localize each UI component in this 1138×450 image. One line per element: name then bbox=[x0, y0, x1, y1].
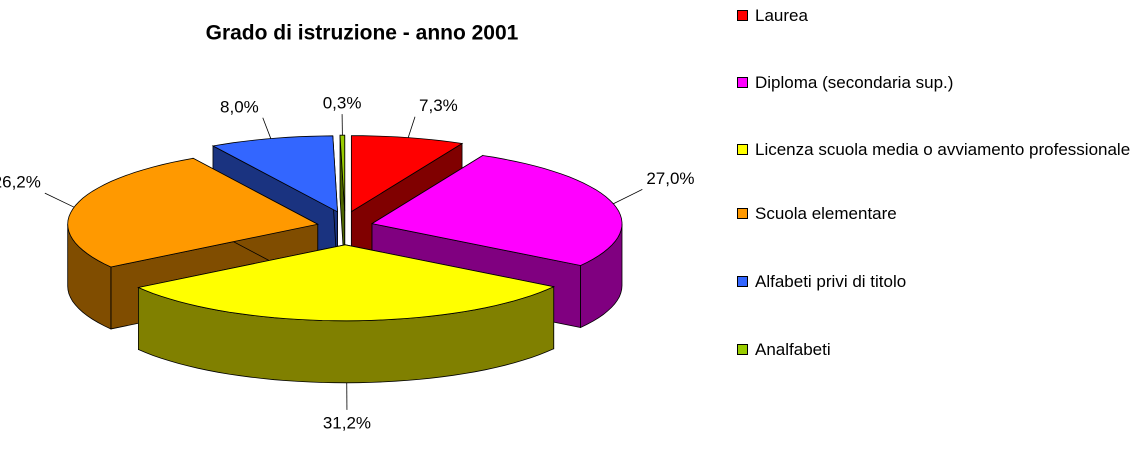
data-label: 26,2% bbox=[0, 173, 41, 192]
legend-label: Scuola elementare bbox=[755, 204, 897, 223]
slice-top bbox=[67, 157, 319, 268]
legend-label: Analfabeti bbox=[755, 340, 831, 359]
data-label: 27,0% bbox=[646, 169, 694, 188]
legend-item: Analfabeti bbox=[735, 336, 1135, 363]
legend-label: Diploma (secondaria sup.) bbox=[755, 73, 954, 92]
data-label: 31,2% bbox=[323, 413, 371, 432]
leader-line bbox=[407, 116, 416, 138]
legend-label: Laurea bbox=[755, 6, 808, 25]
legend-swatch bbox=[737, 10, 748, 21]
legend-swatch bbox=[737, 77, 748, 88]
leader-line bbox=[44, 192, 75, 208]
data-label: 0,3% bbox=[323, 94, 362, 113]
slice bbox=[137, 244, 556, 384]
pie-area: Grado di istruzione - anno 2001 7,3% 27,0… bbox=[0, 22, 695, 433]
legend-item: Diploma (secondaria sup.) bbox=[735, 69, 1135, 96]
legend-item: Laurea bbox=[735, 2, 1135, 29]
leader-line bbox=[262, 117, 272, 139]
legend-swatch bbox=[737, 208, 748, 219]
legend-swatch bbox=[737, 344, 748, 355]
data-label: 7,3% bbox=[419, 96, 458, 115]
legend-item: Scuola elementare bbox=[735, 200, 1135, 227]
legend-label: Licenza scuola media o avviamento profes… bbox=[755, 140, 1131, 159]
legend-item: Licenza scuola media o avviamento profes… bbox=[735, 136, 1135, 163]
data-label: 8,0% bbox=[220, 97, 259, 116]
legend-swatch bbox=[737, 276, 748, 287]
legend-swatch bbox=[737, 144, 748, 155]
slice-top bbox=[137, 244, 556, 322]
legend-label: Alfabeti privi di titolo bbox=[755, 272, 907, 291]
chart-title: Grado di istruzione - anno 2001 bbox=[206, 22, 519, 45]
legend-item: Alfabeti privi di titolo bbox=[735, 268, 1135, 295]
leader-line bbox=[613, 189, 643, 205]
